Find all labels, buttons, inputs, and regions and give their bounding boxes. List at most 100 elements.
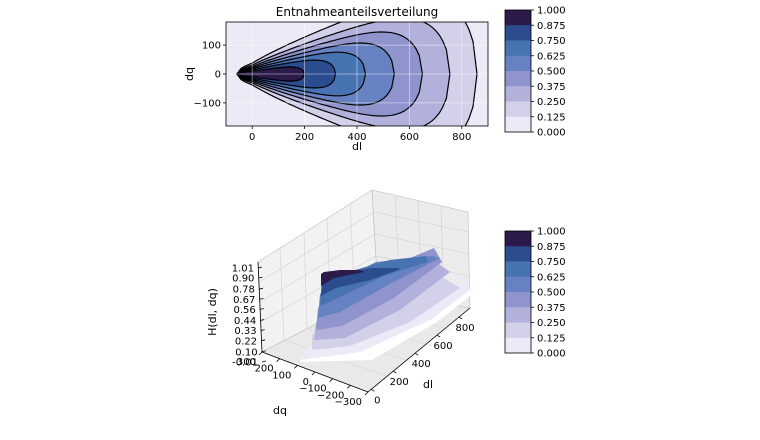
dl-tick-label: 200: [390, 377, 409, 388]
dl-tick-mark: [393, 370, 397, 374]
contour-x-ticks: 0 200 400 600 800: [249, 126, 471, 143]
colorbar-band: [505, 276, 531, 293]
contour-grid: [226, 22, 488, 126]
dl-tick-mark: [458, 316, 463, 320]
colorbar-band: [505, 55, 531, 72]
colorbar-tick-label: 0.875: [537, 21, 566, 32]
colorbar-band: [505, 25, 531, 41]
colorbar-band: [505, 307, 531, 323]
colorbar-band: [505, 322, 531, 339]
colorbar-band: [505, 86, 531, 102]
z-tick-mark: [261, 360, 267, 363]
dl-tick-mark: [414, 352, 419, 356]
dl-tick-mark: [371, 388, 375, 392]
z-tick-mark: [261, 339, 266, 342]
dq-tick-mark: [258, 351, 263, 356]
z-tick-label: 0.33: [234, 326, 256, 337]
colorbar-tick-label: 1.000: [537, 227, 566, 238]
y-tick-label: 100: [202, 41, 221, 52]
dq-tick-mark: [294, 365, 298, 369]
dq-axis-label: dq: [273, 404, 287, 417]
z-tick-label: 0.67: [233, 295, 255, 306]
colorbar-band: [505, 261, 531, 278]
dl-tick-label: 600: [434, 341, 453, 352]
z-tick-label: 0.22: [235, 336, 257, 347]
colorbar-band: [505, 71, 531, 87]
dq-tick-mark: [329, 378, 333, 382]
x-tick-label: 200: [295, 132, 314, 143]
z-tick-mark: [258, 276, 263, 279]
x-tick-label: 0: [249, 132, 255, 143]
colorbar-band: [505, 101, 531, 118]
colorbar-band: [505, 10, 531, 26]
z-tick-mark: [260, 329, 265, 332]
colorbar-tick-label: 0.500: [537, 67, 566, 78]
colorbar-tick-label: 0.500: [537, 288, 566, 299]
surface: [300, 248, 470, 362]
colorbar-tick-label: 0.375: [537, 303, 566, 314]
colorbar-tick-label: 0.250: [537, 97, 566, 108]
dl-tick-mark: [436, 334, 441, 338]
colorbar-band: [505, 246, 531, 262]
dq-tick-mark: [276, 358, 280, 362]
x-tick-label: 400: [347, 132, 366, 143]
colorbar-band: [505, 116, 531, 133]
x-tick-label: 800: [452, 132, 471, 143]
x-axis-label: dl: [352, 140, 362, 153]
y-tick-label: −100: [194, 98, 221, 109]
contour-chart: Entnahmeanteilsverteilung 0 200 400 600 800 …: [183, 5, 489, 153]
colorbar-tick-label: 0.625: [537, 51, 566, 62]
dq-tick-label: 0: [303, 377, 309, 388]
dq-tick-label: −300: [335, 397, 362, 408]
dq-tick-label: −100: [299, 384, 326, 395]
chart-title: Entnahmeanteilsverteilung: [276, 5, 439, 19]
dl-tick-label: 800: [455, 323, 474, 334]
dl-axis-line: [367, 307, 471, 393]
colorbar-band: [505, 40, 531, 57]
dq-tick-label: 300: [237, 357, 256, 368]
dq-tick-mark: [364, 391, 369, 396]
colorbar-tick-label: 0.875: [537, 242, 566, 253]
dq-tick-label: 100: [272, 370, 291, 381]
colorbar-tick-label: 0.625: [537, 272, 566, 283]
surface-band-4: [318, 256, 440, 318]
colorbar-tick-label: 0.750: [537, 36, 566, 47]
colorbar-bottom: 1.000 0.875 0.750 0.625 0.500 0.375 0.250 0.125…: [504, 227, 566, 360]
z-tick-label: 0.56: [233, 305, 255, 316]
dl-axis-label: dl: [423, 378, 433, 391]
colorbar-top: 1.000 0.875 0.750 0.625 0.500 0.375 0.250 0.125…: [504, 6, 566, 139]
surface-band-5: [320, 256, 428, 306]
colorbar-tick-label: 0.250: [537, 318, 566, 329]
z-tick-label: 0.10: [235, 347, 257, 358]
z-tick-label: 0.90: [232, 274, 254, 285]
z-axis-line: [257, 261, 263, 353]
z-tick-mark: [259, 297, 264, 300]
z-tick-label: 0.44: [234, 316, 256, 327]
dl-tick-label: 400: [412, 359, 431, 370]
z-tick-mark: [260, 319, 265, 321]
z-tick-mark: [259, 308, 264, 310]
y-axis-label: dq: [183, 67, 196, 81]
z-tick-mark: [258, 287, 263, 290]
x-tick-label: 600: [400, 132, 419, 143]
z-ticks: 1.010.900.780.670.560.440.330.220.10-0.0…: [232, 264, 267, 369]
surface-chart: 1.010.900.780.670.560.440.330.220.10-0.0…: [206, 189, 475, 417]
dq-tick-label: −200: [317, 390, 344, 401]
colorbar-tick-label: 0.000: [537, 128, 566, 139]
colorbar-tick-label: 1.000: [537, 6, 566, 17]
dq-tick-label: 200: [255, 364, 274, 375]
dq-tick-mark: [347, 385, 351, 389]
colorbar-band: [505, 231, 531, 247]
colorbar-tick-label: 0.125: [537, 333, 566, 344]
z-tick-label: -0.01: [232, 358, 258, 369]
colorbar-tick-label: 0.000: [537, 349, 566, 360]
colorbar-band: [505, 337, 531, 354]
z-tick-label: 1.01: [232, 264, 254, 275]
colorbar-band: [505, 292, 531, 308]
z-tick-label: 0.78: [233, 285, 255, 296]
z-tick-mark: [257, 266, 263, 269]
dq-tick-mark: [311, 371, 316, 376]
